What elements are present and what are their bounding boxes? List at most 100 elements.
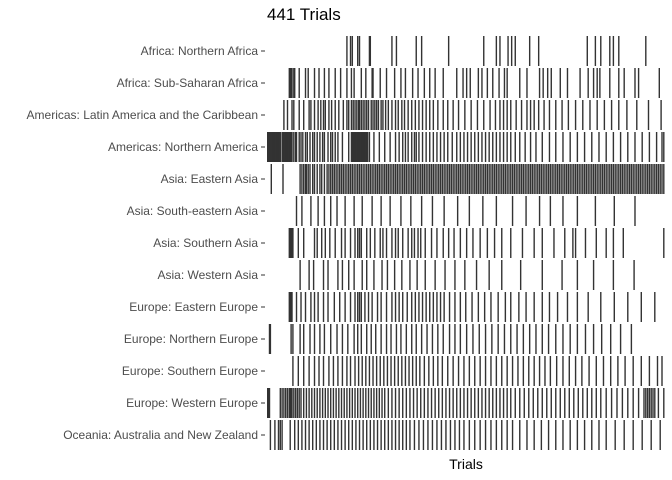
trial-mark xyxy=(514,132,516,162)
trial-mark xyxy=(290,132,292,162)
trial-mark xyxy=(411,68,414,98)
trial-mark xyxy=(298,388,300,418)
trial-mark xyxy=(391,164,393,194)
trial-mark xyxy=(310,292,312,322)
trial-mark xyxy=(490,420,492,450)
trial-mark xyxy=(354,388,356,418)
trial-mark xyxy=(360,324,363,354)
trial-mark xyxy=(339,68,342,98)
trial-mark xyxy=(533,292,535,322)
trial-mark xyxy=(595,356,597,386)
trial-mark xyxy=(448,324,451,354)
trial-mark xyxy=(627,132,629,162)
y-tick-label: Europe: Northern Europe xyxy=(124,332,258,346)
trial-mark xyxy=(490,356,492,386)
trial-mark xyxy=(548,292,551,322)
trial-mark xyxy=(354,228,356,258)
trial-mark xyxy=(541,292,543,322)
trial-mark xyxy=(431,196,434,226)
trial-mark xyxy=(502,388,505,418)
trial-mark xyxy=(305,388,308,418)
trial-mark xyxy=(483,164,485,194)
trial-mark xyxy=(421,132,424,162)
trial-mark xyxy=(378,388,381,418)
trial-mark xyxy=(586,36,588,66)
trial-mark xyxy=(592,260,595,290)
trial-mark xyxy=(477,292,480,322)
trial-mark xyxy=(360,292,363,322)
trial-mark xyxy=(402,228,404,258)
trial-mark xyxy=(602,356,605,386)
trial-mark xyxy=(463,164,465,194)
trial-mark xyxy=(573,388,575,418)
trial-mark xyxy=(568,356,570,386)
trial-mark xyxy=(650,388,652,418)
trial-mark xyxy=(432,100,435,130)
trial-mark xyxy=(286,132,289,162)
trial-mark xyxy=(574,164,577,194)
trial-mark xyxy=(447,228,450,258)
trial-mark xyxy=(429,68,431,98)
trial-mark xyxy=(375,100,378,130)
trial-mark xyxy=(337,164,339,194)
trial-mark xyxy=(499,388,501,418)
trial-mark xyxy=(610,164,613,194)
trial-mark xyxy=(353,196,355,226)
trial-mark xyxy=(346,36,348,66)
trial-mark xyxy=(350,68,353,98)
trial-mark xyxy=(291,388,293,418)
trial-mark xyxy=(495,420,498,450)
trial-mark xyxy=(366,132,368,162)
trial-mark xyxy=(340,388,343,418)
trial-mark xyxy=(459,132,462,162)
trial-mark xyxy=(550,388,552,418)
trial-mark xyxy=(282,132,284,162)
trial-mark xyxy=(290,228,292,258)
trial-mark xyxy=(479,356,481,386)
trial-mark xyxy=(382,100,384,130)
trial-mark xyxy=(569,324,571,354)
trial-mark xyxy=(510,164,512,194)
trial-mark xyxy=(271,132,273,162)
trial-mark xyxy=(376,420,379,450)
trial-mark xyxy=(386,260,389,290)
trial-mark xyxy=(457,356,460,386)
trial-mark xyxy=(437,324,439,354)
trial-mark xyxy=(421,100,424,130)
trial-mark xyxy=(303,388,305,418)
trial-mark xyxy=(628,164,631,194)
trial-mark xyxy=(326,420,328,450)
trial-mark xyxy=(414,164,417,194)
trial-mark xyxy=(324,388,327,418)
trial-mark xyxy=(621,388,624,418)
trial-mark xyxy=(313,164,316,194)
trial-mark xyxy=(409,388,411,418)
trial-mark xyxy=(641,132,643,162)
trial-mark xyxy=(654,388,656,418)
trial-mark xyxy=(272,132,274,162)
trial-mark xyxy=(607,164,609,194)
trial-mark xyxy=(576,132,579,162)
trial-mark xyxy=(419,356,421,386)
trial-mark xyxy=(324,228,327,258)
trial-mark xyxy=(489,100,491,130)
trial-mark xyxy=(562,324,564,354)
trial-mark xyxy=(303,100,305,130)
trial-mark xyxy=(430,388,433,418)
trial-mark xyxy=(313,228,316,258)
trial-mark xyxy=(596,100,598,130)
trial-mark xyxy=(454,260,456,290)
trial-mark xyxy=(515,164,517,194)
trial-mark xyxy=(571,164,573,194)
trial-mark xyxy=(652,388,654,418)
trial-mark xyxy=(397,356,399,386)
trial-mark xyxy=(441,388,444,418)
trial-mark xyxy=(481,388,483,418)
trial-mark xyxy=(354,100,356,130)
trial-mark xyxy=(357,164,359,194)
trial-mark xyxy=(502,100,505,130)
trial-mark xyxy=(366,324,368,354)
trial-mark xyxy=(381,388,383,418)
trial-mark xyxy=(488,164,490,194)
trial-mark xyxy=(469,68,471,98)
